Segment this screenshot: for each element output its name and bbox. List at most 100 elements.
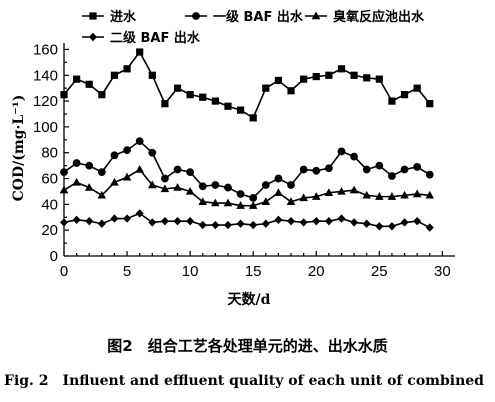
figure-caption-english: Fig. 2 Influent and effluent quality of … bbox=[4, 373, 484, 389]
data-point bbox=[173, 216, 182, 226]
x-tick-label: 5 bbox=[123, 263, 131, 280]
series-line bbox=[63, 168, 430, 207]
data-point bbox=[135, 165, 144, 173]
data-point bbox=[236, 190, 245, 198]
data-point bbox=[287, 181, 295, 189]
data-point bbox=[97, 190, 107, 199]
data-point bbox=[72, 215, 81, 225]
y-tick-label: 120 bbox=[33, 93, 58, 110]
data-point bbox=[198, 197, 208, 205]
x-tick-label: 0 bbox=[60, 263, 68, 280]
data-point bbox=[123, 65, 131, 73]
data-point bbox=[350, 71, 358, 79]
data-point bbox=[236, 201, 245, 209]
data-point bbox=[249, 220, 258, 230]
data-point bbox=[173, 165, 182, 174]
data-point bbox=[325, 71, 333, 79]
data-point bbox=[324, 188, 334, 196]
data-point bbox=[199, 93, 207, 101]
x-tick-label: 20 bbox=[308, 263, 325, 280]
data-point bbox=[186, 168, 195, 176]
data-point bbox=[110, 177, 119, 186]
data-point bbox=[211, 198, 220, 207]
data-point bbox=[287, 216, 296, 226]
data-point bbox=[211, 220, 220, 230]
data-point bbox=[412, 189, 422, 198]
data-point bbox=[274, 215, 283, 225]
data-point bbox=[375, 75, 383, 83]
data-point bbox=[299, 165, 308, 174]
data-point bbox=[274, 174, 283, 183]
data-point bbox=[223, 220, 232, 230]
x-axis-title: 天数/d bbox=[228, 291, 271, 308]
data-point bbox=[387, 192, 397, 200]
data-point bbox=[362, 165, 371, 174]
data-point bbox=[73, 75, 81, 83]
data-point bbox=[274, 76, 283, 85]
data-point bbox=[224, 102, 232, 110]
data-point bbox=[400, 91, 409, 99]
x-tick-label: 30 bbox=[434, 263, 451, 280]
series-2 bbox=[60, 137, 434, 202]
data-point bbox=[186, 91, 194, 99]
data-point bbox=[337, 65, 346, 73]
legend-label: 臭氧反应池出水 bbox=[333, 9, 425, 25]
x-tick-label: 15 bbox=[245, 263, 262, 280]
data-point bbox=[261, 219, 270, 228]
data-point bbox=[97, 168, 106, 176]
x-tick-label: 25 bbox=[371, 263, 388, 280]
y-tick-label: 100 bbox=[33, 119, 58, 136]
data-point bbox=[413, 163, 422, 171]
data-point bbox=[375, 192, 384, 200]
data-point bbox=[248, 201, 258, 209]
data-point bbox=[60, 91, 68, 99]
data-point bbox=[274, 188, 283, 196]
data-point bbox=[110, 214, 119, 223]
data-point bbox=[363, 74, 371, 82]
data-point bbox=[261, 181, 270, 189]
data-point bbox=[300, 75, 308, 83]
data-point bbox=[400, 190, 409, 199]
data-point bbox=[337, 147, 346, 156]
data-point bbox=[287, 87, 295, 95]
data-point bbox=[388, 97, 396, 105]
data-point bbox=[110, 71, 119, 79]
data-point bbox=[60, 168, 68, 176]
legend-label: 进水 bbox=[110, 9, 137, 25]
series-line bbox=[63, 212, 431, 229]
data-point bbox=[261, 197, 271, 205]
data-point bbox=[85, 216, 94, 226]
series-layer bbox=[59, 48, 435, 232]
data-point bbox=[223, 198, 233, 207]
data-point bbox=[110, 151, 119, 160]
data-point bbox=[425, 223, 434, 232]
data-point bbox=[185, 186, 195, 195]
data-point bbox=[249, 114, 257, 122]
data-point bbox=[362, 219, 371, 228]
data-point bbox=[60, 218, 68, 227]
data-point bbox=[324, 164, 333, 173]
data-point bbox=[211, 97, 219, 105]
legend-marker bbox=[311, 11, 321, 20]
data-point bbox=[186, 216, 195, 226]
data-point bbox=[148, 71, 156, 79]
y-tick-label: 60 bbox=[41, 171, 58, 188]
series-4 bbox=[60, 209, 434, 232]
y-tick-label: 0 bbox=[50, 248, 58, 265]
data-point bbox=[123, 146, 131, 155]
data-point bbox=[173, 84, 182, 92]
data-point bbox=[122, 172, 132, 181]
data-point bbox=[85, 161, 94, 170]
data-point bbox=[249, 194, 258, 202]
data-point bbox=[286, 197, 296, 205]
data-point bbox=[85, 80, 93, 88]
series-1 bbox=[60, 48, 434, 122]
data-point bbox=[72, 177, 81, 186]
data-point bbox=[350, 218, 359, 227]
figure-caption-chinese: 图2 组合工艺各处理单元的进、出水水质 bbox=[107, 337, 388, 355]
legend-marker bbox=[192, 12, 200, 20]
data-point bbox=[160, 216, 169, 226]
data-point bbox=[425, 190, 435, 199]
data-point bbox=[135, 137, 144, 146]
